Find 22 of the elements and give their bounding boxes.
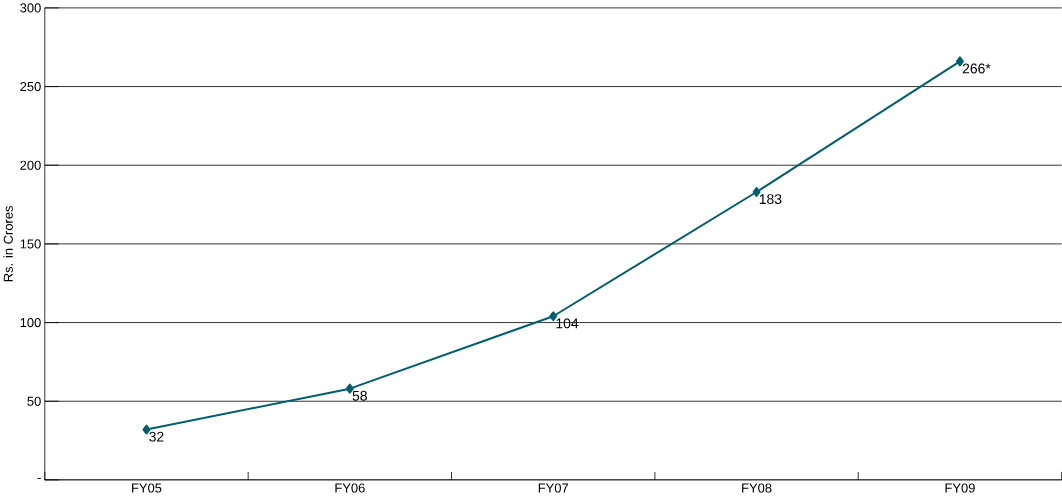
point bbox=[345, 383, 354, 394]
data-label: 32 bbox=[149, 431, 164, 442]
data-label: 58 bbox=[352, 390, 367, 401]
x-tick-label: FY05 bbox=[132, 483, 162, 493]
data-label: 266* bbox=[962, 63, 991, 74]
y-tick-label: - bbox=[37, 477, 41, 479]
y-tick-label: 200 bbox=[20, 160, 41, 170]
x-tick-label: FY07 bbox=[538, 483, 569, 493]
x-tick-label: FY08 bbox=[742, 483, 772, 493]
y-tick-label: 100 bbox=[20, 318, 41, 328]
y-tick-label: 300 bbox=[20, 3, 41, 13]
y-tick-label: 50 bbox=[27, 396, 41, 406]
y-axis-title: Rs. in Crores bbox=[3, 206, 13, 282]
y-tick-label: 150 bbox=[20, 239, 41, 249]
point bbox=[955, 56, 964, 67]
y-tick-label: 250 bbox=[20, 82, 41, 92]
x-tick-label: FY09 bbox=[945, 483, 975, 493]
point bbox=[752, 187, 761, 198]
x-tick-label: FY06 bbox=[335, 483, 365, 493]
data-label: 183 bbox=[759, 194, 782, 205]
point bbox=[142, 424, 151, 435]
point bbox=[549, 311, 558, 322]
